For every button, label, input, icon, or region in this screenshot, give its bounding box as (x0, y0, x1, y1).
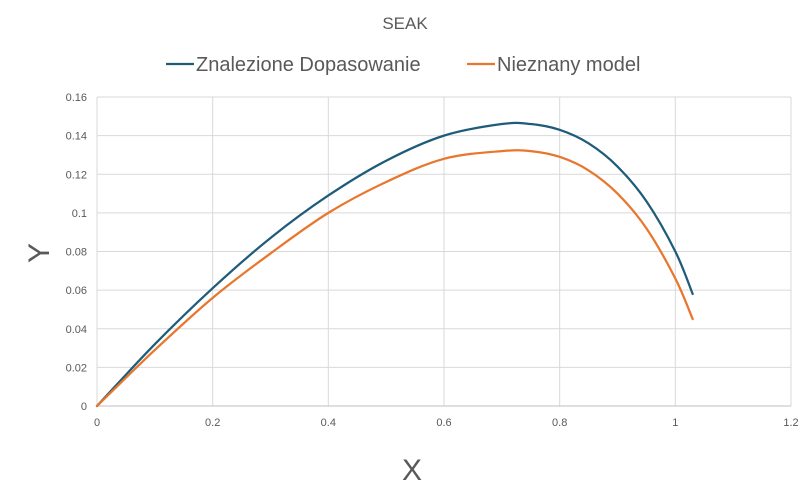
series-layer (95, 121, 694, 408)
legend-label-2: Nieznany model (497, 54, 640, 76)
y-axis-title: Y (23, 243, 56, 263)
x-axis-title: X (402, 454, 422, 487)
y-tick-label: 0.02 (66, 362, 87, 374)
series-line-2 (95, 149, 694, 408)
y-tick-label: 0.06 (66, 285, 87, 297)
y-tick-label: 0.14 (66, 131, 87, 143)
x-tick-label: 0.8 (552, 417, 567, 429)
x-tick-label: 1.2 (783, 417, 798, 429)
series-line-1 (95, 121, 694, 408)
y-tick-label: 0.04 (66, 324, 87, 336)
axes: 0 0.02 0.04 0.06 0.08 0.1 0.12 0.14 0.16 0 0.2 0.4 0… (66, 92, 799, 429)
x-tick-label: 0.2 (205, 417, 220, 429)
y-tick-label: 0.1 (72, 208, 87, 220)
legend: Znalezione Dopasowanie Nieznany model (166, 54, 640, 76)
chart-title: SEAK (382, 14, 428, 33)
x-tick-label: 1 (672, 417, 678, 429)
y-tick-label: 0.12 (66, 169, 87, 181)
legend-label-1: Znalezione Dopasowanie (196, 54, 421, 76)
x-tick-label: 0.6 (436, 417, 451, 429)
y-tick-label: 0.08 (66, 247, 87, 259)
y-tick-label: 0.16 (66, 92, 87, 104)
grid (97, 96, 792, 406)
x-tick-label: 0.4 (321, 417, 336, 429)
x-tick-label: 0 (94, 417, 100, 429)
y-tick-label: 0 (81, 401, 87, 413)
